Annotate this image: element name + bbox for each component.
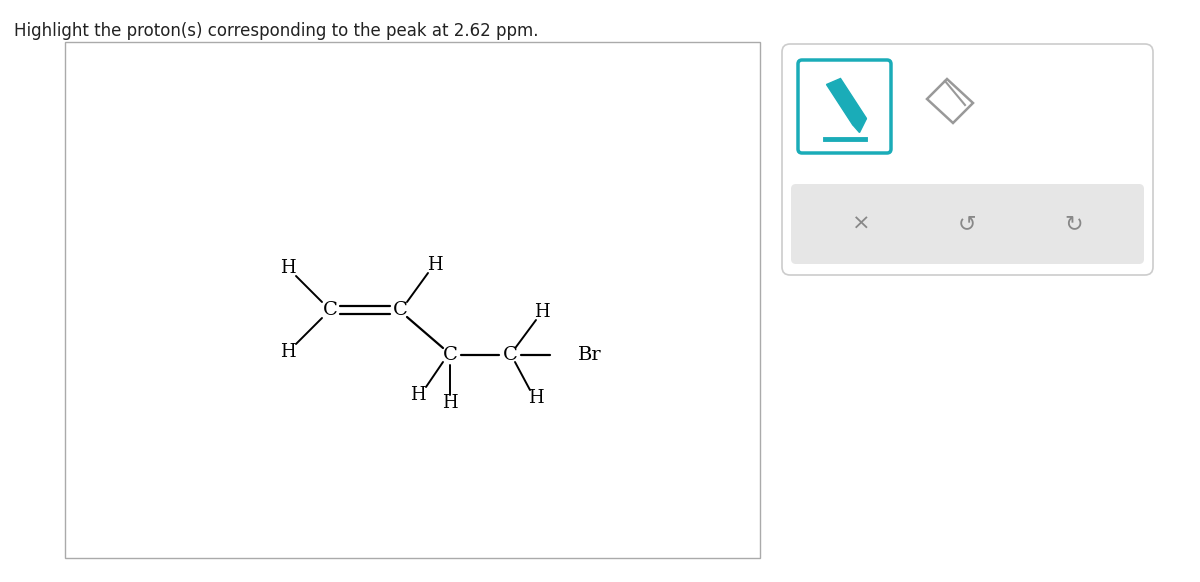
Text: C: C [503, 346, 517, 364]
Text: H: H [280, 343, 296, 361]
Polygon shape [852, 119, 866, 133]
FancyBboxPatch shape [798, 60, 890, 153]
Text: ↺: ↺ [958, 214, 977, 234]
Text: H: H [427, 256, 443, 274]
Text: H: H [442, 394, 458, 412]
FancyBboxPatch shape [791, 184, 1144, 264]
Text: C: C [443, 346, 457, 364]
Text: H: H [528, 389, 544, 407]
Text: H: H [410, 386, 426, 404]
Polygon shape [827, 79, 866, 125]
Text: C: C [392, 301, 408, 319]
FancyBboxPatch shape [782, 44, 1153, 275]
Text: Highlight the proton(s) corresponding to the peak at 2.62 ppm.: Highlight the proton(s) corresponding to… [14, 22, 539, 40]
Text: H: H [534, 303, 550, 321]
Text: C: C [323, 301, 337, 319]
Text: ↻: ↻ [1064, 214, 1084, 234]
Text: Br: Br [578, 346, 601, 364]
Bar [65, 42, 760, 558]
Text: H: H [280, 259, 296, 277]
Text: ×: × [852, 214, 870, 234]
